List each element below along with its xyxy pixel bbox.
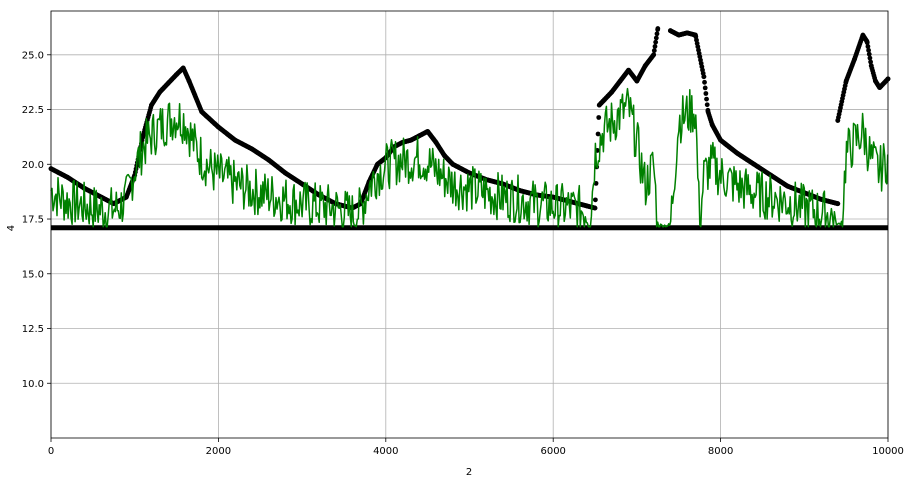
- x-tick-label: 6000: [540, 446, 565, 457]
- data-point: [864, 39, 870, 45]
- data-point: [704, 102, 710, 108]
- data-point: [785, 183, 790, 189]
- y-tick-label: 15.0: [22, 269, 44, 280]
- data-point: [596, 102, 602, 108]
- data-point: [634, 78, 640, 84]
- data-point: [186, 78, 192, 84]
- y-tick-label: 25.0: [22, 50, 44, 61]
- data-point: [835, 118, 841, 123]
- data-point: [626, 67, 631, 73]
- data-point: [249, 146, 255, 152]
- data-point: [266, 157, 272, 163]
- data-point: [751, 161, 757, 167]
- plot-frame: [50, 10, 889, 439]
- data-point: [651, 48, 657, 53]
- data-point: [65, 175, 71, 180]
- y-tick-label: 22.5: [22, 105, 44, 116]
- data-point: [450, 161, 456, 167]
- data-point: [232, 137, 238, 143]
- data-point: [180, 65, 186, 71]
- x-axis: 0 2000 4000 6000 8000 10000: [48, 438, 904, 457]
- data-point: [877, 85, 883, 91]
- data-point: [676, 32, 682, 38]
- x-tick-label: 4000: [373, 446, 398, 457]
- data-point: [684, 30, 690, 36]
- data-point: [601, 98, 606, 104]
- data-point: [867, 55, 873, 61]
- data-point: [165, 80, 171, 86]
- data-point: [652, 43, 658, 49]
- series-line: [50, 87, 889, 228]
- data-point: [157, 89, 163, 95]
- data-point: [693, 32, 698, 38]
- data-point: [702, 85, 708, 91]
- data-point: [873, 78, 878, 84]
- y-axis-label: 4: [6, 225, 17, 231]
- data-point: [653, 39, 659, 45]
- data-point: [835, 201, 841, 207]
- data-point: [843, 78, 849, 84]
- data-point: [702, 79, 707, 85]
- data-point: [216, 124, 221, 130]
- data-point: [860, 32, 866, 38]
- data-point: [852, 56, 857, 62]
- y-tick-label: 20.0: [22, 160, 44, 171]
- data-point: [149, 102, 154, 108]
- data-point: [140, 133, 146, 139]
- data-point: [704, 96, 709, 102]
- data-point: [866, 47, 871, 53]
- data-point: [642, 63, 648, 69]
- data-point: [299, 181, 305, 187]
- data-point: [592, 197, 598, 203]
- data-point: [595, 131, 601, 137]
- data-point: [617, 78, 623, 84]
- data-point: [609, 89, 615, 95]
- series-layer: [48, 26, 891, 231]
- x-axis-label: 2: [466, 467, 472, 478]
- y-tick-label: 10.0: [22, 379, 44, 390]
- data-point: [718, 137, 723, 143]
- series-1: [667, 28, 841, 207]
- y-tick-label: 17.5: [22, 215, 44, 226]
- x-tick-label: 2000: [206, 446, 231, 457]
- data-point: [654, 31, 660, 37]
- data-point: [596, 115, 602, 120]
- data-point: [701, 74, 707, 80]
- series-4: [50, 87, 889, 228]
- data-point: [408, 137, 414, 143]
- data-point: [375, 161, 380, 167]
- gridlines: [50, 11, 889, 438]
- data-point: [705, 109, 711, 115]
- data-point: [123, 194, 129, 200]
- data-point: [651, 52, 657, 58]
- data-point: [866, 51, 872, 57]
- data-point: [868, 59, 873, 65]
- data-point: [703, 91, 709, 96]
- data-point: [282, 170, 288, 176]
- x-tick-label: 8000: [708, 446, 733, 457]
- data-point: [655, 26, 661, 31]
- data-point: [433, 139, 439, 145]
- data-point: [199, 109, 205, 115]
- data-point: [667, 28, 673, 34]
- data-point: [865, 44, 871, 49]
- x-tick-label: 0: [48, 446, 54, 457]
- data-point: [709, 122, 715, 128]
- data-point: [425, 129, 431, 134]
- data-point: [818, 196, 824, 202]
- data-point: [734, 150, 740, 156]
- data-point: [441, 153, 447, 158]
- data-point: [868, 63, 874, 69]
- data-point: [653, 35, 659, 41]
- x-tick-label: 10000: [872, 446, 904, 457]
- y-tick-label: 12.5: [22, 324, 44, 335]
- data-point: [584, 203, 590, 209]
- data-point: [592, 205, 598, 211]
- y-axis: 10.0 12.5 15.0 17.5 20.0 22.5 25.0: [22, 50, 51, 390]
- data-point: [174, 72, 179, 77]
